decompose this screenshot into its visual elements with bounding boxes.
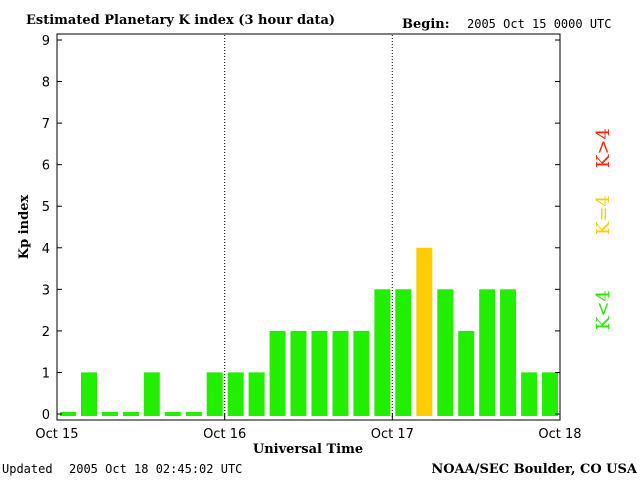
y-tick-label: 7 xyxy=(42,117,50,132)
x-axis-label: Universal Time xyxy=(253,442,363,457)
y-tick-label: 3 xyxy=(42,283,50,298)
legend-entry: K>4 xyxy=(593,128,614,168)
begin-label: Begin: xyxy=(402,17,450,32)
kp-bar xyxy=(143,372,160,416)
legend: K<4 K=4 K>4 xyxy=(593,128,614,330)
legend-entry: K=4 xyxy=(593,195,614,235)
kp-bar xyxy=(416,247,433,416)
x-tick-label: Oct 16 xyxy=(203,427,246,442)
chart-title: Estimated Planetary K index (3 hour data… xyxy=(26,13,335,28)
y-axis-ticks: 0 1 2 3 4 5 6 7 8 9 xyxy=(42,34,560,423)
kp-bar xyxy=(374,289,391,416)
kp-bar xyxy=(227,372,244,416)
bar-series xyxy=(60,247,558,416)
y-tick-label: 2 xyxy=(42,325,50,340)
kp-bar xyxy=(206,372,223,416)
kp-bar xyxy=(395,289,412,416)
kp-bar xyxy=(437,289,454,416)
x-axis-ticks: Oct 15 Oct 16 Oct 17 Oct 18 xyxy=(35,414,582,442)
kp-bar xyxy=(542,372,558,416)
kp-bar xyxy=(60,412,76,416)
kp-bar xyxy=(269,330,286,416)
y-tick-label: 9 xyxy=(42,34,50,49)
x-tick-label: Oct 17 xyxy=(371,427,414,442)
source-credit: NOAA/SEC Boulder, CO USA xyxy=(431,462,638,477)
kp-bar xyxy=(500,289,517,416)
y-tick-label: 4 xyxy=(42,242,50,257)
updated-label: Updated xyxy=(2,462,53,476)
x-tick-label: Oct 18 xyxy=(538,427,581,442)
kp-bar xyxy=(353,330,370,416)
kp-bar xyxy=(458,330,475,416)
kp-bar xyxy=(185,412,202,416)
kp-bar xyxy=(311,330,328,416)
updated-value: 2005 Oct 18 02:45:02 UTC xyxy=(69,462,242,476)
y-tick-label: 0 xyxy=(42,408,50,423)
kp-bar xyxy=(290,330,307,416)
y-tick-label: 8 xyxy=(42,76,50,91)
kp-bar xyxy=(479,289,496,416)
plot-frame xyxy=(56,33,561,421)
kp-bar xyxy=(164,412,181,416)
y-tick-label: 6 xyxy=(42,159,50,174)
kp-bar xyxy=(122,412,139,416)
legend-entry: K<4 xyxy=(593,290,614,330)
kp-bar xyxy=(248,372,265,416)
kp-bar xyxy=(332,330,349,416)
kp-bar xyxy=(521,372,538,416)
begin-value: 2005 Oct 15 0000 UTC xyxy=(467,17,612,31)
kp-bar xyxy=(101,412,118,416)
y-tick-label: 5 xyxy=(42,200,50,215)
kp-bar xyxy=(81,372,97,416)
y-tick-label: 1 xyxy=(42,366,50,381)
x-tick-label: Oct 15 xyxy=(35,427,78,442)
y-axis-label: Kp index xyxy=(17,195,32,260)
